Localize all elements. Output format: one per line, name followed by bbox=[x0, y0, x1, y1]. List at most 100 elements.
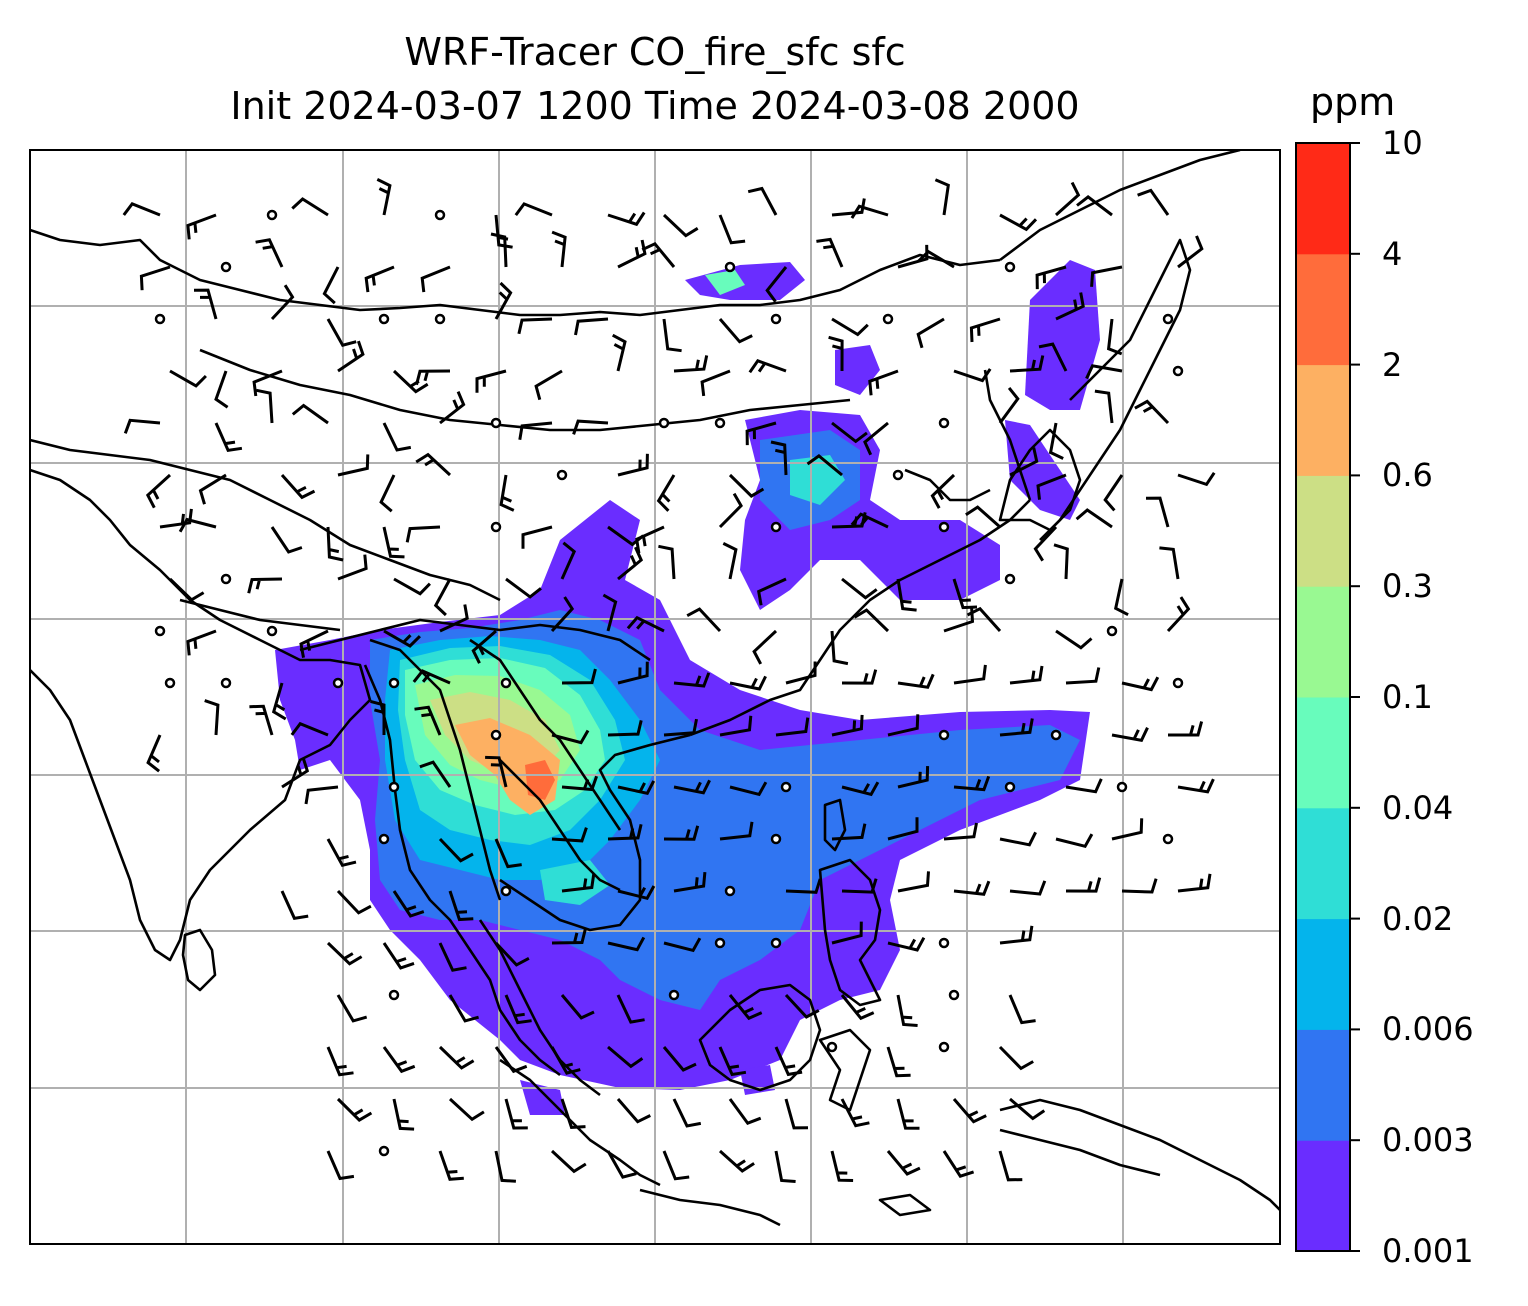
wind-barb bbox=[1177, 235, 1204, 269]
wind-barb bbox=[494, 1046, 528, 1074]
wind-barb bbox=[700, 369, 731, 397]
plume-region-north bbox=[685, 262, 805, 300]
wind-barb bbox=[415, 369, 451, 386]
colorbar-segment bbox=[1296, 918, 1350, 1030]
border-myanmar bbox=[369, 638, 502, 901]
colorbar-tick-label: 0.02 bbox=[1382, 899, 1454, 938]
calm-wind-marker bbox=[388, 989, 400, 1001]
wind-barb bbox=[1177, 471, 1216, 487]
wind-barb bbox=[841, 669, 878, 685]
wind-barb bbox=[828, 335, 844, 372]
wind-barb bbox=[281, 757, 310, 789]
wind-barb bbox=[1065, 778, 1103, 794]
wind-barb bbox=[785, 878, 822, 894]
colorbar-segment bbox=[1296, 253, 1350, 366]
colorbar-tick-label: 10 bbox=[1382, 124, 1423, 162]
colorbar-tick-label: 0.006 bbox=[1382, 1010, 1474, 1049]
wind-barb bbox=[831, 317, 869, 337]
calm-wind-marker bbox=[220, 573, 232, 585]
calm-wind-marker bbox=[490, 729, 502, 741]
border-nepal bbox=[179, 598, 341, 632]
wind-barb bbox=[383, 629, 421, 648]
wind-barb bbox=[999, 925, 1034, 945]
wind-barb bbox=[896, 1098, 920, 1130]
wind-barb bbox=[775, 717, 810, 737]
wind-barb bbox=[405, 525, 441, 543]
wind-barb bbox=[255, 238, 284, 268]
wind-barb bbox=[841, 577, 878, 600]
coast-srilanka bbox=[181, 928, 217, 992]
calm-wind-marker bbox=[434, 313, 446, 325]
calm-wind-marker bbox=[332, 677, 344, 689]
wind-barb bbox=[887, 817, 919, 841]
wind-barb bbox=[337, 340, 365, 373]
wind-barb bbox=[863, 421, 889, 456]
calm-wind-marker bbox=[668, 989, 680, 1001]
wind-barb bbox=[485, 755, 508, 788]
wind-barb bbox=[617, 661, 649, 685]
wind-barb bbox=[214, 422, 243, 453]
border-laos-vietnam bbox=[469, 638, 622, 831]
wind-barb bbox=[718, 214, 746, 245]
calm-wind-marker bbox=[770, 313, 782, 325]
wind-barb bbox=[728, 473, 765, 498]
wind-barb bbox=[249, 704, 274, 736]
wind-barb bbox=[718, 318, 753, 344]
wind-barb bbox=[280, 890, 309, 920]
colorbar-segment bbox=[1296, 1029, 1350, 1141]
calm-wind-marker bbox=[724, 261, 736, 273]
wind-barb bbox=[617, 780, 656, 796]
calm-wind-marker bbox=[1172, 365, 1184, 377]
wind-barb bbox=[534, 369, 563, 401]
wind-barb bbox=[1009, 355, 1045, 373]
wind-barb bbox=[146, 734, 162, 773]
colorbar-segment bbox=[1296, 143, 1350, 255]
wind-barb bbox=[673, 672, 711, 688]
coast-japan bbox=[1039, 238, 1192, 541]
calm-wind-marker bbox=[770, 521, 782, 533]
wind-barb bbox=[139, 265, 171, 291]
calm-wind-marker bbox=[714, 417, 726, 429]
calm-wind-marker bbox=[490, 521, 502, 533]
wind-barb bbox=[662, 318, 682, 353]
wind-barb bbox=[1103, 474, 1124, 512]
wind-barb bbox=[337, 554, 368, 581]
wind-barb bbox=[1076, 195, 1113, 217]
calm-wind-marker bbox=[500, 677, 512, 689]
wind-barb bbox=[322, 266, 340, 305]
colorbar-tick-label: 0.001 bbox=[1382, 1232, 1474, 1270]
wind-barb bbox=[159, 508, 193, 529]
wind-barb bbox=[765, 266, 788, 303]
coast-bohai bbox=[904, 468, 991, 502]
wind-barb bbox=[718, 492, 743, 529]
coast-new-guinea bbox=[999, 1098, 1280, 1211]
wind-barb bbox=[561, 668, 597, 685]
wind-barb bbox=[953, 664, 987, 685]
wind-barb bbox=[382, 422, 412, 452]
wind-barb bbox=[897, 766, 930, 789]
wind-barb bbox=[499, 474, 515, 512]
wind-barb bbox=[897, 871, 930, 893]
colorbar-tick-label: 0.04 bbox=[1382, 788, 1454, 827]
calm-wind-marker bbox=[378, 313, 390, 325]
wind-barb bbox=[551, 729, 590, 745]
wind-barb bbox=[412, 669, 451, 685]
wind-barb bbox=[561, 873, 596, 893]
wind-barb bbox=[886, 1150, 921, 1176]
wind-barb bbox=[617, 239, 647, 269]
wind-barb bbox=[999, 718, 1034, 737]
wind-barb bbox=[607, 823, 643, 841]
calm-wind-marker bbox=[1004, 573, 1016, 585]
wind-barb bbox=[494, 838, 522, 869]
wind-barb bbox=[953, 368, 992, 383]
calm-wind-marker bbox=[938, 937, 950, 949]
calm-wind-marker bbox=[1172, 677, 1184, 689]
colorbar-unit-label: ppm bbox=[1310, 80, 1396, 124]
wind-barb bbox=[1121, 878, 1158, 894]
wind-barb bbox=[326, 318, 357, 347]
coast-indochina bbox=[499, 733, 691, 932]
wind-barb bbox=[392, 369, 429, 394]
coast-china-south bbox=[689, 499, 1031, 737]
wind-barb bbox=[1075, 508, 1113, 529]
